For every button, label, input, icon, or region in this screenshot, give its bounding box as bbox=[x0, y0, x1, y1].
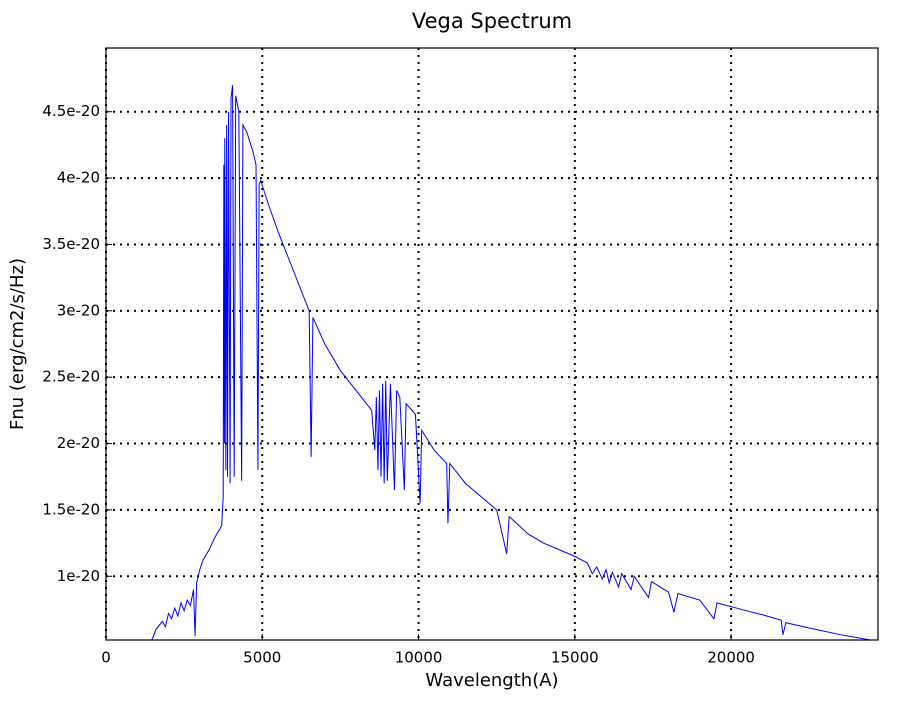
x-tick-label: 10000 bbox=[395, 649, 443, 667]
spectrum-line bbox=[151, 85, 874, 640]
y-axis-label: Fnu (erg/cm2/s/Hz) bbox=[7, 258, 28, 430]
y-tick-label: 4e-20 bbox=[57, 169, 100, 187]
x-tick-label: 0 bbox=[101, 649, 111, 667]
y-tick-label: 3e-20 bbox=[57, 301, 100, 319]
x-tick-label: 20000 bbox=[707, 649, 755, 667]
x-tick-label: 5000 bbox=[243, 649, 281, 667]
y-tick-label: 2.5e-20 bbox=[42, 368, 100, 386]
x-axis-label: Wavelength(A) bbox=[425, 670, 558, 691]
y-tick-label: 4.5e-20 bbox=[42, 102, 100, 120]
plot-frame bbox=[105, 47, 879, 641]
y-tick-label: 1e-20 bbox=[57, 567, 100, 585]
x-tick-label: 15000 bbox=[551, 649, 599, 667]
y-tick-label: 3.5e-20 bbox=[42, 235, 100, 253]
y-tick-label: 1.5e-20 bbox=[42, 500, 100, 518]
y-tick-label: 2e-20 bbox=[57, 434, 100, 452]
chart-title: Vega Spectrum bbox=[412, 9, 572, 33]
